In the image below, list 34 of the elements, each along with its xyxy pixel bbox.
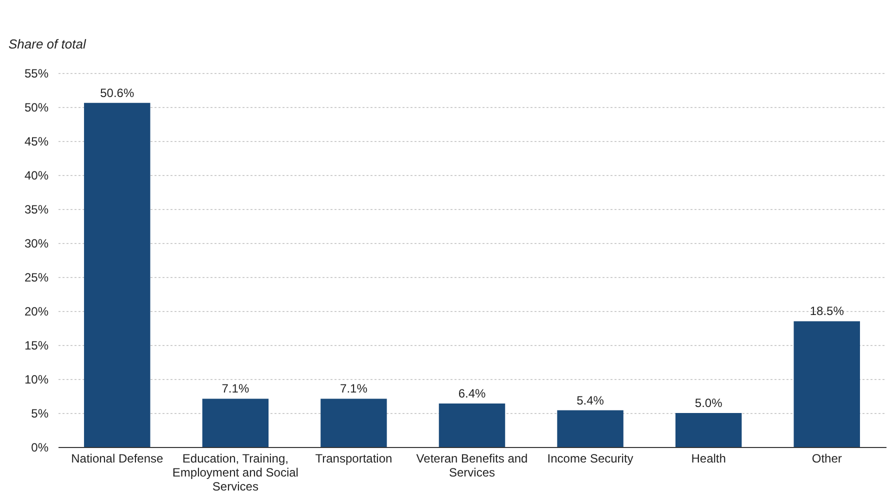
y-tick-label: 10% — [24, 372, 49, 386]
data-label: 50.6% — [100, 86, 134, 100]
x-tick-label: Income Security — [547, 452, 634, 466]
y-tick-label: 30% — [24, 236, 49, 250]
y-tick-label: 45% — [24, 134, 49, 148]
bar — [438, 403, 506, 447]
y-tick-label: 35% — [24, 202, 49, 216]
x-tick-label: Health — [691, 452, 726, 466]
bar — [202, 398, 269, 447]
x-tick-label: Veteran Benefits and Services — [416, 452, 528, 480]
bar — [794, 321, 860, 447]
bar — [84, 102, 150, 447]
x-tick-label: National Defense — [71, 452, 164, 466]
y-tick-label: 40% — [24, 168, 49, 182]
y-tick-label: 5% — [31, 406, 49, 420]
data-label: 6.4% — [458, 386, 486, 400]
y-tick-label: 25% — [24, 270, 49, 284]
y-tick-label: 50% — [24, 100, 49, 114]
y-tick-label: 20% — [24, 304, 49, 318]
bar — [320, 398, 387, 447]
y-tick-label: 15% — [24, 338, 49, 352]
bar — [675, 413, 742, 447]
data-label: 18.5% — [810, 304, 844, 318]
y-axis-title: Share of total — [8, 36, 87, 52]
y-tick-label: 0% — [31, 440, 49, 454]
y-tick-label: 55% — [24, 66, 49, 80]
data-label: 7.1% — [222, 382, 250, 396]
x-tick-label: Education, Training, Employment and Social Services — [172, 452, 298, 494]
x-tick-label: Transportation — [315, 452, 392, 466]
data-label: 7.1% — [340, 382, 368, 396]
data-label: 5.4% — [576, 393, 604, 408]
data-label: 5.0% — [694, 396, 723, 410]
x-tick-label: Other — [812, 452, 842, 466]
bar — [557, 410, 624, 447]
